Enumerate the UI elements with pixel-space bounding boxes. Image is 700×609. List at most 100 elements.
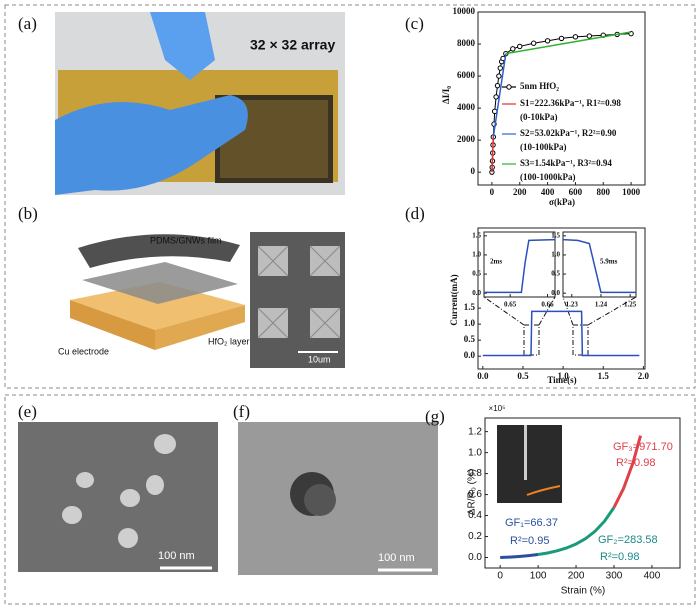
y-tick-label: 0.0: [472, 289, 481, 297]
y-tick-label: 1.2: [468, 426, 482, 437]
panel-label: (d): [405, 204, 425, 223]
scale-label: 100 nm: [158, 550, 195, 562]
data-point: [496, 73, 502, 79]
x-tick-label: 1.23: [566, 301, 579, 309]
y-tick-label: 6000: [457, 70, 476, 80]
panel-label: (e): [18, 402, 37, 421]
y-tick-label: 4000: [457, 102, 476, 112]
data-point: [586, 33, 593, 39]
y-tick-label: 1.0: [551, 251, 560, 259]
data-point: [530, 40, 537, 46]
y-tick-label: 0.0: [551, 289, 560, 297]
panel-label: (a): [18, 14, 37, 33]
y-tick-label: 0.5: [472, 270, 481, 278]
y-tick-label: 1.5: [551, 231, 560, 239]
legend-label: 5nm HfO₂: [520, 81, 559, 91]
legend-marker: [506, 84, 512, 90]
photo-caption: 32 × 32 array: [250, 37, 335, 53]
series-line: [482, 310, 640, 357]
x-tick-label: 0: [490, 187, 495, 197]
scale-label: 100 nm: [378, 552, 415, 564]
tem-image: [238, 422, 438, 575]
legend-range: (0-10kPa): [520, 112, 558, 122]
bottom-border: [4, 394, 696, 605]
y-tick-label: 0.6: [468, 489, 482, 500]
data-point: [572, 34, 579, 40]
annotation: R²=0.98: [600, 551, 639, 563]
y-axis-title: ΔR/R₀ (%): [467, 469, 478, 515]
data-point: [517, 43, 523, 50]
chart: 0 100 200 300 400 0.0 0.2 0.4 0.6 0.8 1.0 1.2 Strain…: [467, 404, 681, 597]
series-line: [562, 238, 636, 294]
x-tick-label: 0.0: [477, 371, 489, 381]
y-axis-title: ΔI/I₀: [441, 86, 451, 104]
diagram-label: Cu electrode: [58, 346, 109, 356]
legend-label: S1=222.36kPa⁻¹, R1²=0.98: [520, 98, 621, 108]
y-tick-label: 8000: [457, 38, 476, 48]
panel-label: (b): [18, 204, 38, 223]
plot-frame: [477, 227, 646, 370]
x-tick-label: 0.5: [517, 371, 529, 381]
series-line: [484, 238, 556, 294]
x-tick-label: 600: [569, 187, 583, 197]
chart: 0 200 400 600 800 10000200040006000800010000σ…: [441, 6, 646, 207]
inset-photo: [497, 425, 562, 503]
legend-range: (100-1000kPa): [520, 172, 576, 182]
data-point: [494, 82, 501, 89]
diagram-label: HfO₂ layer: [208, 336, 250, 346]
y-tick-label: 0.4: [468, 510, 482, 521]
device-diagram: [70, 234, 245, 350]
x-tick-label: 1.25: [624, 301, 637, 309]
sem-image: [250, 232, 345, 368]
series-line: [491, 136, 495, 173]
photo-a: [55, 12, 345, 195]
plot-frame: [484, 417, 681, 569]
x-tick-label: 0.66: [541, 301, 554, 309]
y-tick-label: 0.8: [468, 468, 482, 479]
series-line: [492, 53, 507, 138]
data-point: [493, 94, 499, 100]
panel-label: (f): [233, 402, 250, 421]
x-tick-label: 200: [568, 571, 585, 582]
x-axis-title: σ(kPa): [549, 197, 575, 207]
x-axis-title: Time(s): [547, 375, 576, 385]
data-point: [558, 35, 565, 42]
annotation: GF₁=66.37: [505, 517, 558, 529]
plot-frame: [477, 11, 646, 186]
y-tick-label: 1.0: [472, 251, 481, 259]
y-tick-label: 0.2: [468, 531, 482, 542]
x-tick-label: 0.65: [504, 301, 517, 309]
y-tick-label: 1.0: [468, 447, 482, 458]
annotation: 5.9ms: [600, 258, 618, 266]
series-line: [537, 506, 616, 556]
annotation: GF₂=283.58: [598, 534, 658, 546]
annotation: R²=0.95: [510, 535, 549, 547]
annotation: R²=0.98: [616, 457, 655, 469]
series-line: [612, 435, 642, 509]
x-tick-label: 1.24: [595, 301, 608, 309]
panel-label: (g): [425, 407, 445, 426]
x-tick-label: 300: [606, 571, 623, 582]
y-tick-label: 1.5: [472, 231, 481, 239]
y-tick-label: 0.0: [464, 350, 476, 360]
y-tick-label: 1.0: [464, 318, 476, 328]
panel-label: (c): [405, 14, 424, 33]
y-tick-label: 10000: [453, 6, 476, 16]
y-tick-label: 0: [471, 166, 476, 176]
x-tick-label: 800: [597, 187, 611, 197]
y-axis-title: Current(mA): [449, 274, 459, 325]
axis-multiplier: ×10⁵: [489, 404, 506, 413]
legend-label: S2=53.02kPa⁻¹, R2²=0.90: [520, 128, 617, 138]
top-border: [4, 4, 696, 389]
scale-label: 10um: [308, 354, 331, 364]
x-tick-label: 2.0: [638, 371, 650, 381]
plot-frame: [483, 231, 556, 298]
x-tick-label: 0: [497, 571, 503, 582]
chart: 1.23 1.24 1.25 0.0 0.5 1.0 1.5 5.9ms: [551, 231, 637, 308]
x-tick-label: 1.5: [598, 371, 610, 381]
series-line: [500, 552, 539, 560]
x-tick-label: 1000: [622, 187, 641, 197]
y-tick-label: 2000: [457, 134, 476, 144]
legend-range: (10-100kPa): [520, 142, 567, 152]
